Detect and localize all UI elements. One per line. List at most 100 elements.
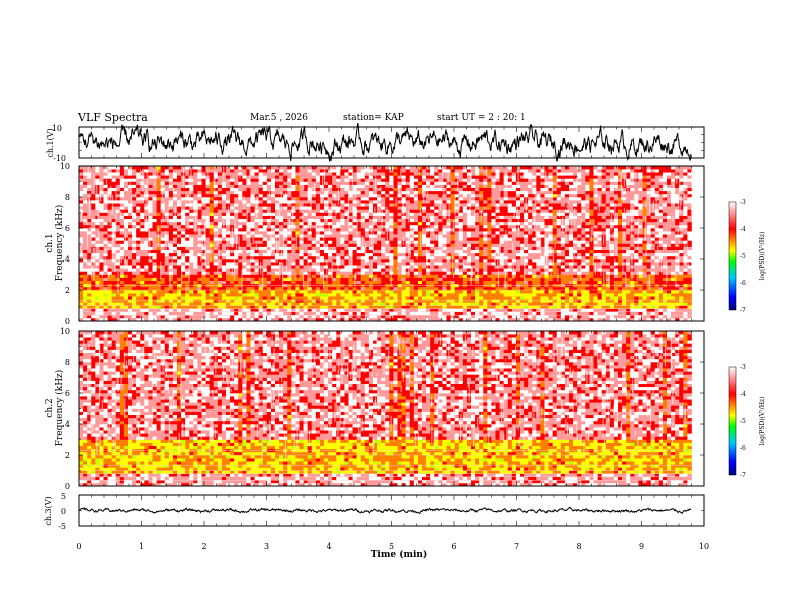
spectrogram-cell bbox=[164, 271, 170, 275]
spectrogram-cell bbox=[336, 178, 341, 182]
spectrogram-cell bbox=[107, 206, 112, 210]
spectrogram-cell bbox=[352, 308, 357, 312]
spectrogram-cell bbox=[205, 255, 210, 260]
spectrogram-cell bbox=[389, 246, 394, 250]
spectrogram-cell bbox=[450, 280, 455, 285]
spectrogram-cell bbox=[99, 268, 104, 272]
spectrogram-cell bbox=[213, 175, 219, 179]
spectrogram-cell bbox=[409, 290, 415, 294]
spectrogram-cell bbox=[160, 271, 166, 275]
spectrogram-cell bbox=[344, 296, 349, 300]
spectrogram-cell bbox=[430, 302, 435, 306]
spectrogram-cell bbox=[295, 218, 300, 223]
spectrogram-cell bbox=[438, 190, 443, 195]
spectrogram-cell bbox=[324, 190, 329, 195]
spectrogram-cell bbox=[217, 302, 223, 306]
spectrogram-cell bbox=[103, 274, 108, 278]
spectrogram-cell bbox=[213, 218, 219, 223]
spectrogram-cell bbox=[123, 190, 129, 195]
spectrogram-cell bbox=[209, 274, 215, 278]
spectrogram-cell bbox=[315, 218, 321, 223]
spectrogram-cell bbox=[446, 237, 451, 241]
spectrogram-cell bbox=[466, 262, 472, 266]
spectrogram-cell bbox=[181, 193, 186, 198]
spectrogram-cell bbox=[426, 308, 431, 312]
spectrogram-cell bbox=[344, 181, 349, 185]
spectrogram-cell bbox=[185, 246, 190, 250]
spectrogram-cell bbox=[373, 234, 378, 238]
spectrogram-cell bbox=[246, 314, 251, 319]
spectrogram-cell bbox=[283, 221, 288, 226]
spectrogram-cell bbox=[144, 237, 149, 241]
spectrogram-cell bbox=[348, 249, 353, 254]
spectrogram-cell bbox=[356, 218, 362, 223]
spectrogram-cell bbox=[438, 193, 443, 198]
spectrogram-cell bbox=[442, 290, 447, 294]
spectrogram-cell bbox=[279, 296, 284, 300]
spectrogram-cell bbox=[462, 265, 468, 269]
spectrogram-cell bbox=[462, 286, 468, 291]
spectrogram-cell bbox=[87, 286, 92, 291]
spectrogram-cell bbox=[193, 169, 198, 173]
spectrogram-cell bbox=[319, 293, 325, 297]
spectrogram-cell bbox=[352, 286, 357, 291]
spectrogram-cell bbox=[360, 209, 366, 213]
spectrogram-cell bbox=[324, 314, 329, 319]
spectrogram-cell bbox=[458, 296, 464, 300]
spectrogram-cell bbox=[377, 237, 382, 241]
spectrogram-cell bbox=[266, 259, 272, 263]
spectrogram-cell bbox=[193, 259, 198, 263]
spectrogram-cell bbox=[95, 184, 100, 188]
spectrogram-cell bbox=[119, 305, 125, 309]
spectrogram-cell bbox=[377, 302, 382, 306]
spectrogram-cell bbox=[409, 228, 415, 232]
spectrogram-cell bbox=[409, 197, 415, 201]
spectrogram-cell bbox=[397, 268, 402, 272]
spectrogram-cell bbox=[364, 218, 370, 223]
spectrogram-cell bbox=[344, 314, 349, 319]
spectrogram-cell bbox=[238, 246, 243, 250]
spectrogram-cell bbox=[177, 290, 182, 294]
spectrogram-cell bbox=[197, 203, 202, 207]
spectrogram-cell bbox=[270, 237, 276, 241]
spectrogram-cell bbox=[299, 215, 304, 219]
spectrogram-cell bbox=[417, 178, 423, 182]
spectrogram-cell bbox=[307, 249, 313, 254]
spectrogram-cell bbox=[132, 255, 137, 260]
spectrogram-cell bbox=[172, 240, 178, 244]
spectrogram-cell bbox=[193, 240, 198, 244]
spectrogram-cell bbox=[152, 280, 157, 285]
spectrogram-cell bbox=[356, 234, 362, 238]
spectrogram-cell bbox=[328, 209, 333, 213]
spectrogram-cell bbox=[466, 308, 472, 312]
spectrogram-cell bbox=[87, 218, 92, 223]
spectrogram-cell bbox=[401, 262, 406, 266]
spectrogram-cell bbox=[132, 221, 137, 226]
spectrogram-cell bbox=[360, 206, 366, 210]
spectrogram-cell bbox=[295, 271, 300, 275]
spectrogram-cell bbox=[79, 262, 84, 266]
spectrogram-cell bbox=[307, 228, 313, 232]
spectrogram-cell bbox=[193, 172, 198, 176]
spectrogram-cell bbox=[385, 274, 390, 278]
spectrogram-cell bbox=[364, 293, 370, 297]
spectrogram-cell bbox=[417, 314, 423, 319]
spectrogram-cell bbox=[303, 259, 308, 263]
spectrogram-cell bbox=[430, 240, 435, 244]
spectrogram-cell bbox=[360, 308, 366, 312]
spectrogram-cell bbox=[299, 277, 304, 281]
spectrogram-cell bbox=[217, 271, 223, 275]
spectrogram-cell bbox=[462, 197, 468, 201]
spectrogram-cell bbox=[373, 296, 378, 300]
spectrogram-cell bbox=[205, 290, 210, 294]
spectrogram-cell bbox=[348, 277, 353, 281]
spectrogram-cell bbox=[356, 252, 362, 257]
spectrogram-cell bbox=[262, 187, 268, 192]
spectrogram-cell bbox=[246, 234, 251, 238]
spectrogram-cell bbox=[250, 308, 255, 312]
spectrogram-cell bbox=[79, 228, 84, 232]
spectrogram-cell bbox=[164, 317, 170, 322]
spectrogram-cell bbox=[91, 206, 96, 210]
spectrogram-cell bbox=[373, 308, 378, 312]
spectrogram-cell bbox=[352, 231, 357, 235]
